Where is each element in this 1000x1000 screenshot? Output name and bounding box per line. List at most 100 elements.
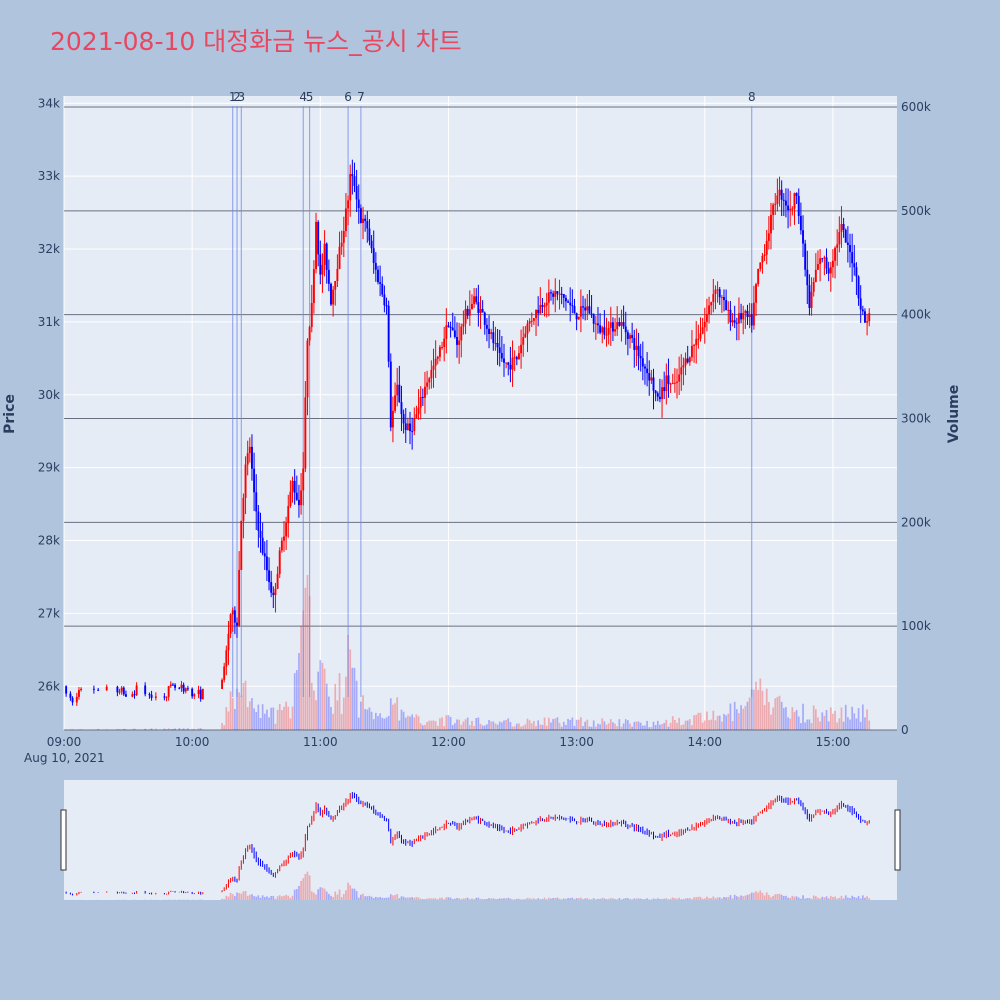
- volume-bar: [274, 723, 277, 730]
- news-marker-label: 6: [344, 90, 352, 104]
- candle-body: [701, 327, 704, 334]
- volume-bar: [840, 707, 843, 730]
- news-marker-label: 8: [748, 90, 756, 104]
- volume-bar: [530, 723, 533, 730]
- candle-body: [351, 174, 354, 177]
- volume-bar: [635, 721, 638, 730]
- candle-body: [543, 305, 546, 307]
- candle-body: [144, 685, 147, 695]
- mini-volume-bar: [703, 898, 706, 900]
- mini-volume-bar: [323, 888, 326, 900]
- candle-body: [819, 258, 822, 265]
- mini-volume-bar: [486, 898, 488, 900]
- volume-bar: [167, 728, 170, 730]
- mini-volume-bar: [332, 897, 334, 900]
- volume-bar: [451, 725, 454, 730]
- mini-volume-bar: [864, 897, 866, 900]
- price-tick-label: 34k: [38, 96, 60, 110]
- volume-bar: [323, 668, 326, 730]
- range-slider[interactable]: [64, 780, 897, 900]
- mini-volume-bar: [347, 882, 349, 900]
- mini-volume-bar: [545, 899, 548, 900]
- candle-body: [547, 292, 550, 303]
- volume-bar: [304, 587, 307, 730]
- candle-body: [601, 327, 604, 333]
- candle-body: [626, 332, 629, 339]
- volume-bar: [543, 717, 546, 730]
- mini-volume-bar: [712, 896, 715, 900]
- volume-bar: [270, 707, 273, 730]
- range-slider-right-handle[interactable]: [894, 809, 901, 871]
- mini-volume-bar: [834, 896, 836, 900]
- candle-body: [611, 322, 614, 332]
- candle-body: [622, 322, 625, 327]
- news-marker-label: 1: [229, 90, 237, 104]
- volume-bar: [780, 701, 783, 730]
- candle-body: [535, 309, 537, 319]
- volume-bar: [389, 698, 392, 730]
- candle-body: [814, 269, 817, 282]
- news-marker-label: 3: [237, 90, 245, 104]
- mini-volume-bar: [639, 898, 642, 900]
- mini-volume-bar: [686, 898, 689, 900]
- candle-body: [669, 383, 672, 385]
- mini-volume-bar: [334, 891, 337, 900]
- volume-bar: [680, 725, 683, 730]
- volume-bar: [522, 725, 525, 730]
- mini-volume-bar: [691, 899, 693, 900]
- volume-bar: [154, 728, 157, 730]
- candle-body: [868, 313, 871, 322]
- mini-volume-bar: [750, 892, 753, 900]
- candle-body: [186, 688, 189, 690]
- mini-volume-bar: [594, 899, 597, 900]
- volume-bar: [693, 715, 695, 730]
- mini-volume-bar: [601, 897, 604, 900]
- candle-body: [394, 395, 397, 411]
- mini-volume-bar: [518, 898, 520, 900]
- mini-volume-bar: [253, 896, 255, 900]
- volume-bar: [765, 688, 768, 730]
- mini-volume-bar: [415, 897, 418, 900]
- mini-volume-bar: [477, 897, 480, 900]
- mini-volume-bar: [394, 895, 396, 900]
- volume-bar: [424, 724, 426, 730]
- candle-body: [853, 263, 856, 268]
- volume-bar: [721, 721, 723, 730]
- candle-body: [637, 345, 640, 356]
- mini-volume-bar: [810, 898, 813, 900]
- volume-bar: [588, 726, 591, 730]
- volume-bar: [646, 720, 648, 730]
- volume-bar: [261, 704, 264, 730]
- mini-volume-bar: [255, 896, 258, 900]
- volume-bar: [353, 667, 356, 730]
- mini-volume-bar: [336, 894, 339, 900]
- mini-volume-bar: [308, 875, 311, 900]
- volume-bar: [832, 713, 834, 730]
- candle-body: [221, 679, 224, 689]
- mini-volume-bar: [804, 898, 807, 900]
- volume-bar: [716, 715, 719, 730]
- candle-body: [784, 200, 787, 206]
- candle-body: [178, 687, 181, 689]
- volume-bar: [360, 701, 362, 730]
- volume-bar: [415, 714, 418, 730]
- mini-volume-bar: [603, 898, 606, 900]
- mini-volume-bar: [697, 896, 700, 900]
- volume-bar: [742, 708, 745, 730]
- candle-body: [558, 293, 561, 295]
- volume-bar: [180, 729, 183, 730]
- volume-bar: [821, 712, 824, 730]
- candle-body: [866, 321, 869, 323]
- mini-volume-bar: [432, 898, 435, 900]
- mini-volume-bar: [428, 898, 431, 900]
- candle-body: [387, 305, 390, 362]
- volume-bar: [362, 695, 364, 730]
- range-slider-left-handle[interactable]: [60, 809, 67, 871]
- volume-bar: [620, 726, 623, 730]
- mini-volume-bar: [515, 898, 518, 900]
- candle-body: [735, 322, 738, 324]
- candle-body: [755, 284, 757, 303]
- candle-body: [678, 374, 681, 382]
- candle-body: [507, 362, 510, 365]
- mini-volume-bar: [501, 898, 503, 900]
